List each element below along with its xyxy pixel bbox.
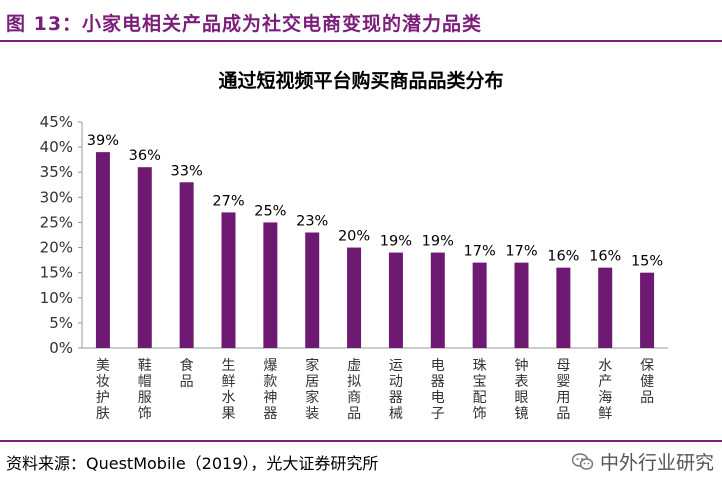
x-tick-label: 爆款神器: [263, 358, 277, 422]
y-tick-label: 15%: [40, 264, 73, 282]
x-tick-label: 电器电子: [431, 358, 445, 422]
bar: [388, 252, 403, 348]
x-tick-label: 食品: [180, 357, 194, 390]
x-tick-label: 家居家装: [305, 357, 319, 422]
x-tick-label: 钟表眼镜: [515, 357, 529, 422]
source-note: 资料来源：QuestMobile（2019），光大证券研究所: [6, 454, 379, 473]
bar: [347, 247, 362, 348]
watermark-text: 中外行业研究: [599, 452, 714, 474]
bar: [472, 262, 487, 348]
bar: [514, 262, 529, 348]
y-tick-label: 25%: [40, 213, 73, 231]
data-label: 19%: [380, 234, 412, 250]
data-label: 33%: [171, 163, 203, 179]
bar: [556, 267, 571, 348]
watermark: 中外行业研究: [571, 448, 714, 475]
x-tick-label: 母婴用品: [556, 358, 570, 422]
data-label: 17%: [505, 244, 537, 260]
x-tick-label: 保健品: [640, 358, 654, 406]
bar: [221, 212, 236, 348]
data-label: 19%: [422, 234, 454, 250]
data-label: 36%: [129, 148, 161, 164]
x-tick-label: 水产海鲜: [598, 358, 612, 422]
x-tick-label: 运动器械: [389, 358, 403, 422]
footer-divider: [0, 440, 722, 442]
x-tick-label: 珠宝配饰: [473, 358, 487, 422]
data-label: 27%: [212, 193, 244, 209]
y-tick-label: 0%: [49, 339, 73, 357]
bar: [640, 272, 655, 348]
data-label: 17%: [464, 244, 496, 260]
data-label: 20%: [338, 229, 370, 245]
bar-chart: 0% 5% 10% 15% 20% 25% 30% 35% 40% 45% 39% 美妆护肤 36% 鞋帽…: [40, 113, 668, 422]
y-tick-label: 20%: [40, 239, 73, 257]
y-tick-label: 5%: [49, 314, 73, 332]
y-tick-label: 45%: [40, 113, 73, 131]
data-label: 39%: [87, 133, 119, 149]
data-label: 25%: [254, 203, 286, 219]
y-tick-label: 30%: [40, 188, 73, 206]
data-label: 15%: [631, 254, 663, 270]
figure-header: 图 13：小家电相关产品成为社交电商变现的潜力品类: [0, 0, 722, 42]
figure-title: 图 13：小家电相关产品成为社交电商变现的潜力品类: [6, 13, 483, 35]
x-tick-label: 生鲜水果: [222, 358, 236, 422]
bar: [95, 152, 110, 348]
y-tick-label: 35%: [40, 163, 73, 181]
bar: [179, 182, 194, 348]
x-tick-label: 鞋帽服饰: [138, 358, 152, 422]
bar: [598, 267, 613, 348]
x-tick-label: 美妆护肤: [96, 358, 110, 422]
bar: [305, 232, 320, 348]
bar: [430, 252, 445, 348]
chart-title: 通过短视频平台购买商品品类分布: [218, 70, 504, 92]
x-tick-label: 虚拟商品: [347, 358, 361, 422]
y-tick-label: 10%: [40, 289, 73, 307]
data-label: 23%: [296, 213, 328, 229]
bar: [137, 167, 152, 348]
bar: [263, 222, 278, 348]
data-label: 16%: [589, 249, 621, 265]
y-tick-label: 40%: [40, 138, 73, 156]
data-label: 16%: [547, 249, 579, 265]
wechat-icon: [571, 452, 594, 470]
